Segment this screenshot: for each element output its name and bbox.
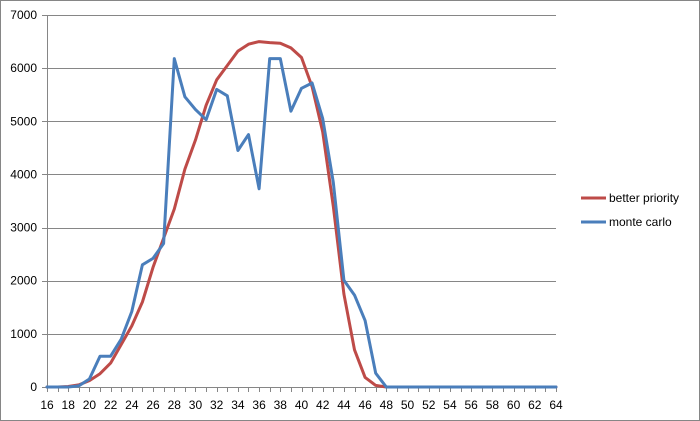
x-tick-label: 24	[125, 398, 139, 412]
y-tick-label: 3000	[10, 221, 37, 235]
x-tick-label: 28	[168, 398, 182, 412]
x-tick-label: 60	[507, 398, 521, 412]
y-tick-label: 7000	[10, 8, 37, 22]
y-tick-label: 2000	[10, 274, 37, 288]
x-tick-label: 62	[528, 398, 542, 412]
x-axis-tick-labels: 16 18 20 22 24 26 28 30 32 34 36 38 40 42 44 46 48 50 52 54…	[40, 398, 563, 412]
y-tick-label: 0	[30, 380, 37, 394]
x-tick-label: 16	[40, 398, 54, 412]
series-lines	[45, 40, 558, 389]
legend: better priority monte carlo	[581, 191, 679, 229]
x-tick-label: 56	[464, 398, 478, 412]
x-tick-label: 64	[549, 398, 563, 412]
x-tick-label: 26	[146, 398, 160, 412]
x-tick-label: 34	[231, 398, 245, 412]
x-tick-label: 54	[443, 398, 457, 412]
x-tick-label: 58	[486, 398, 500, 412]
y-tick-label: 4000	[10, 167, 37, 181]
x-tick-label: 48	[380, 398, 394, 412]
x-tick-label: 32	[210, 398, 224, 412]
x-tick-label: 36	[252, 398, 266, 412]
x-tick-label: 42	[316, 398, 330, 412]
legend-label-monte-carlo: monte carlo	[609, 215, 672, 229]
x-tick-label: 18	[62, 398, 76, 412]
x-tick-label: 40	[295, 398, 309, 412]
y-axis-tick-labels: 0 1000 2000 3000 4000 5000 6000 7000	[10, 8, 37, 394]
x-tick-label: 20	[83, 398, 97, 412]
y-tick-label: 6000	[10, 61, 37, 75]
legend-label-better-priority: better priority	[609, 191, 679, 205]
series-line-monte-carlo	[45, 57, 558, 389]
y-tick-label: 1000	[10, 327, 37, 341]
x-tick-label: 44	[337, 398, 351, 412]
y-tick-label: 5000	[10, 114, 37, 128]
x-tick-label: 52	[422, 398, 436, 412]
gridlines	[47, 15, 556, 335]
x-tick-label: 30	[189, 398, 203, 412]
x-tick-label: 50	[401, 398, 415, 412]
x-tick-label: 38	[274, 398, 288, 412]
x-tick-label: 46	[358, 398, 372, 412]
x-tick-label: 22	[104, 398, 118, 412]
